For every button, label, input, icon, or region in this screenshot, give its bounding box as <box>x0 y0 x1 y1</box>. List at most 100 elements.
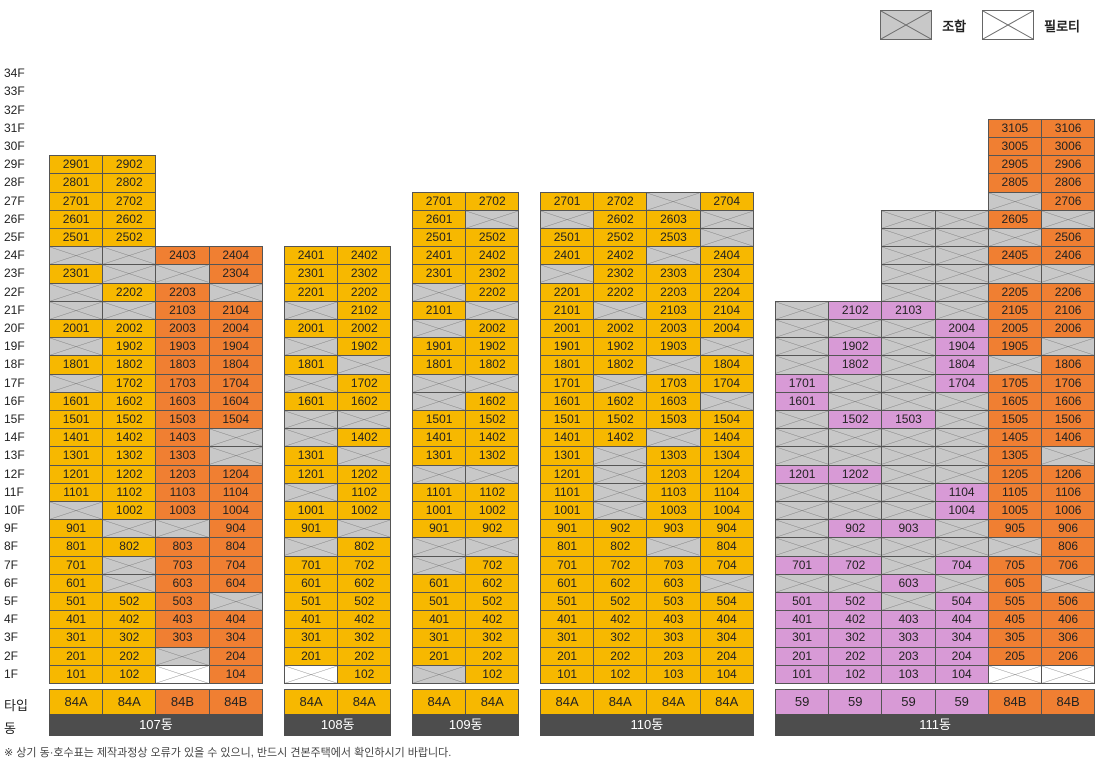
type-cell: 59 <box>934 689 989 715</box>
unit-number: 703 <box>663 557 684 572</box>
unit-cell: 302 <box>465 628 520 648</box>
unit-number: 2502 <box>478 230 506 244</box>
unit-cell: 1305 <box>987 446 1042 466</box>
assoc-unit-cell <box>284 373 339 393</box>
unit-number: 2201 <box>553 284 581 299</box>
floor-label: 12F <box>4 466 25 481</box>
unit-number: 405 <box>1004 612 1025 627</box>
unit-cell: 1702 <box>102 373 157 393</box>
unit-number: 206 <box>1058 648 1079 663</box>
unit-cell: 601 <box>412 573 467 593</box>
assoc-unit-cell <box>828 428 883 448</box>
unit-number: 2302 <box>606 266 634 281</box>
unit-number: 2202 <box>115 284 143 299</box>
unit-cell: 1201 <box>775 464 830 484</box>
assoc-unit-cell <box>881 246 936 266</box>
type-cell: 84A <box>284 689 339 715</box>
unit-cell: 303 <box>881 628 936 648</box>
floor-label: 21F <box>4 302 25 317</box>
unit-number: 304 <box>951 630 972 645</box>
unit-cell: 2301 <box>412 264 467 284</box>
unit-number: 1201 <box>62 466 90 481</box>
unit-number: 601 <box>66 575 87 590</box>
unit-cell: 2304 <box>208 264 263 284</box>
unit-cell: 302 <box>102 628 157 648</box>
unit-cell: 1402 <box>102 428 157 448</box>
unit-number: 2106 <box>1054 302 1082 317</box>
unit-cell: 1502 <box>828 410 883 430</box>
floor-label: 18F <box>4 357 25 372</box>
assoc-unit-cell <box>1041 264 1096 284</box>
unit-cell: 301 <box>540 628 595 648</box>
unit-number: 1903 <box>660 339 687 354</box>
unit-number: 201 <box>792 648 813 663</box>
unit-number: 2001 <box>62 321 90 335</box>
unit-number: 2006 <box>1054 321 1082 335</box>
unit-number: 2202 <box>350 284 378 299</box>
unit-cell: 502 <box>337 592 392 612</box>
unit-cell: 1801 <box>412 355 467 375</box>
unit-number: 2005 <box>1001 321 1029 335</box>
unit-number: 1303 <box>169 448 196 463</box>
unit-cell: 1806 <box>1041 355 1096 375</box>
unit-number: 2404 <box>222 248 250 263</box>
unit-number: 501 <box>557 594 578 608</box>
unit-cell: 2006 <box>1041 319 1096 339</box>
unit-cell: 2203 <box>646 282 701 302</box>
assoc-unit-cell <box>284 428 339 448</box>
unit-number: 403 <box>898 612 919 627</box>
unit-cell: 904 <box>208 519 263 539</box>
unit-cell: 505 <box>987 592 1042 612</box>
unit-cell: 404 <box>208 610 263 630</box>
assoc-unit-cell <box>593 373 648 393</box>
unit-cell: 902 <box>828 519 883 539</box>
unit-number: 1902 <box>606 339 634 354</box>
unit-cell: 305 <box>987 628 1042 648</box>
unit-cell: 901 <box>540 519 595 539</box>
unit-cell: 2203 <box>155 282 210 302</box>
unit-cell: 1404 <box>699 428 754 448</box>
unit-cell: 2103 <box>155 300 210 320</box>
unit-number: 1202 <box>841 466 869 481</box>
unit-cell: 2802 <box>102 173 157 193</box>
unit-number: 2401 <box>297 248 325 263</box>
unit-number: 1903 <box>169 339 196 354</box>
unit-cell: 501 <box>412 592 467 612</box>
floor-label: 1F <box>4 666 19 681</box>
unit-number: 2501 <box>553 230 581 244</box>
unit-cell: 1706 <box>1041 373 1096 393</box>
assoc-unit-cell <box>49 337 104 357</box>
unit-number: 1902 <box>841 339 869 354</box>
unit-cell: 701 <box>540 555 595 575</box>
unit-number: 104 <box>716 666 737 681</box>
unit-cell: 1104 <box>208 482 263 502</box>
unit-number: 303 <box>898 630 919 645</box>
unit-number: 1102 <box>351 484 378 499</box>
unit-number: 2503 <box>660 230 687 244</box>
assoc-unit-cell <box>593 501 648 521</box>
unit-number: 2701 <box>553 193 581 208</box>
unit-number: 502 <box>482 594 503 608</box>
unit-number: 2003 <box>660 321 687 335</box>
unit-number: 2506 <box>1054 230 1082 244</box>
unit-cell: 103 <box>881 664 936 684</box>
unit-number: 2003 <box>169 321 196 335</box>
unit-number: 1104 <box>948 484 975 499</box>
unit-cell: 705 <box>987 555 1042 575</box>
assoc-unit-cell <box>881 592 936 612</box>
unit-number: 401 <box>66 612 87 627</box>
assoc-unit-cell <box>412 537 467 557</box>
unit-number: 1302 <box>115 448 143 463</box>
unit-cell: 1804 <box>208 355 263 375</box>
unit-number: 2502 <box>606 230 634 244</box>
unit-number: 1001 <box>297 503 325 517</box>
unit-cell: 1402 <box>593 428 648 448</box>
unit-number: 706 <box>1058 557 1079 572</box>
unit-cell: 802 <box>102 537 157 557</box>
unit-number: 1504 <box>222 412 250 426</box>
unit-number: 704 <box>225 557 246 572</box>
unit-number: 1902 <box>115 339 143 354</box>
assoc-unit-cell <box>881 501 936 521</box>
assoc-unit-cell <box>775 319 830 339</box>
unit-number: 504 <box>716 594 737 608</box>
